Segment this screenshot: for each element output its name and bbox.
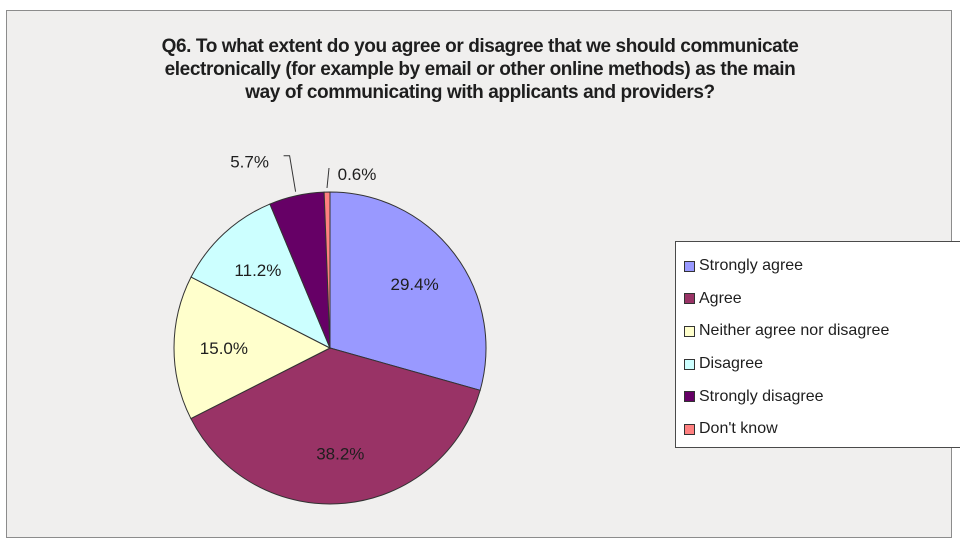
legend-item: Disagree <box>684 348 960 381</box>
legend-swatch <box>684 423 695 435</box>
legend-item: Don't know <box>684 413 960 446</box>
legend-label: Strongly agree <box>699 257 804 275</box>
legend: Strongly agree Agree Neither agree nor d… <box>675 241 960 448</box>
legend-label: Strongly disagree <box>699 387 824 405</box>
legend-item: Strongly agree <box>684 250 960 283</box>
legend-label: Agree <box>699 289 742 307</box>
legend-swatch <box>684 358 695 370</box>
chart-title-line: electronically (for example by email or … <box>164 59 796 80</box>
data-label: 29.4% <box>390 275 438 294</box>
legend-swatch <box>684 325 695 337</box>
legend-label: Don't know <box>699 420 778 438</box>
pie-slice <box>329 191 487 391</box>
pie-slice <box>190 203 331 350</box>
data-label: 11.2% <box>234 261 281 280</box>
data-label: 0.6% <box>338 165 377 184</box>
legend-item: Neither agree nor disagree <box>684 315 960 348</box>
leader-line <box>326 167 330 189</box>
pie-slice <box>323 191 331 349</box>
data-label: 15.0% <box>200 339 248 358</box>
leader-line <box>283 155 297 192</box>
chart-title: Q6. To what extent do you agree or disag… <box>7 35 953 104</box>
chart-title-line: way of communicating with applicants and… <box>245 82 715 103</box>
legend-swatch <box>684 293 695 305</box>
legend-swatch <box>684 260 695 272</box>
pie-slice <box>190 347 481 505</box>
chart-title-line: Q6. To what extent do you agree or disag… <box>161 36 799 57</box>
data-label: 38.2% <box>316 445 364 464</box>
pie-slice <box>173 276 332 420</box>
legend-item: Strongly disagree <box>684 380 960 413</box>
legend-item: Agree <box>684 283 960 316</box>
data-label: 5.7% <box>230 153 269 172</box>
legend-swatch <box>684 391 695 403</box>
legend-label: Disagree <box>699 355 764 373</box>
legend-label: Neither agree nor disagree <box>699 322 890 340</box>
